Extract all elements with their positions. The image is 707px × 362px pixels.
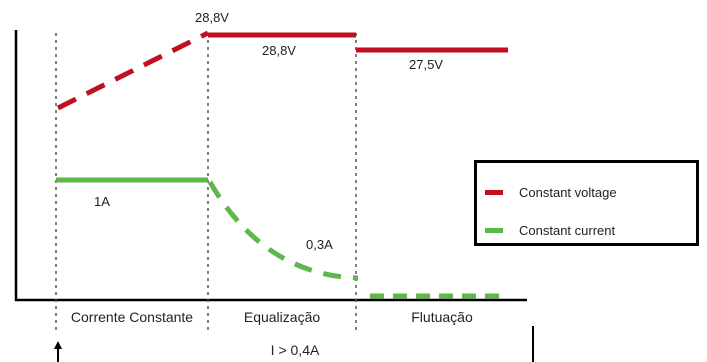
legend-current-label: Constant current — [519, 223, 616, 238]
start-arrow-head — [54, 341, 62, 349]
phase-constant-current-label: Corrente Constante — [71, 309, 193, 325]
phase-equalization-label: Equalização — [244, 309, 320, 325]
legend-item-current: Constant current — [485, 223, 615, 238]
voltage-float-label: 27,5V — [409, 57, 443, 72]
current-taper — [207, 180, 359, 281]
legend-item-voltage: Constant voltage — [485, 185, 617, 200]
legend-voltage-label: Constant voltage — [519, 185, 617, 200]
voltage-peak-label: 28,8V — [195, 10, 229, 25]
current-taper-label: 0,3A — [306, 237, 333, 252]
condition-label: I > 0,4A — [271, 342, 320, 358]
legend: Constant voltage Constant current — [474, 160, 699, 246]
phase-float-label: Flutuação — [411, 309, 473, 325]
voltage-ramp — [56, 30, 210, 111]
voltage-equalization-label: 28,8V — [262, 43, 296, 58]
current-constant-label: 1A — [94, 194, 110, 209]
voltage-swatch-icon — [485, 190, 503, 195]
current-swatch-icon — [485, 228, 503, 233]
